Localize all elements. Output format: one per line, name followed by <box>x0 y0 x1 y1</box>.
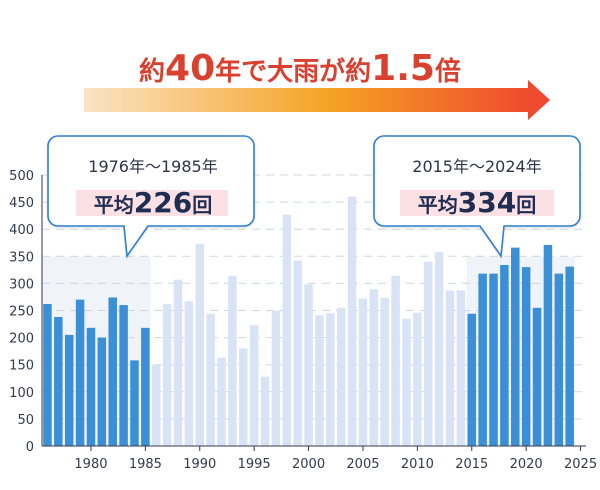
bar-2022 <box>543 244 553 446</box>
bar-1990 <box>195 243 205 446</box>
bar-1978 <box>64 334 74 446</box>
callout-recent-range: 2015年〜2024年 <box>412 157 541 176</box>
x-tick-label-1980: 1980 <box>74 457 107 472</box>
bar-1995 <box>249 325 259 446</box>
headline-suffix: 倍 <box>435 56 461 87</box>
y-tick-label-50: 50 <box>17 413 34 428</box>
bar-2012 <box>434 251 444 446</box>
bar-1992 <box>217 357 226 446</box>
bar-2010 <box>413 312 422 446</box>
bar-2009 <box>402 318 411 446</box>
callout-early-avg-suffix: 回 <box>192 193 212 217</box>
y-tick-label-350: 350 <box>9 250 34 265</box>
bar-1976 <box>43 303 52 446</box>
x-tick-label-2010: 2010 <box>401 457 434 472</box>
bar-2016 <box>478 273 487 446</box>
bar-1997 <box>271 310 281 446</box>
callout-recent-highlight <box>400 190 554 216</box>
bar-1985 <box>141 327 150 446</box>
callout-recent-avg-value: 334 <box>458 186 516 219</box>
bar-2013 <box>445 290 455 446</box>
y-tick-label-400: 400 <box>9 223 34 238</box>
bar-1977 <box>54 317 63 446</box>
y-tick-label-300: 300 <box>9 277 34 292</box>
callout-recent: 2015年〜2024年 平均334回 <box>373 135 581 259</box>
bar-2011 <box>423 261 433 446</box>
bar-1986 <box>151 364 161 446</box>
arrow-head <box>528 80 550 120</box>
callout-early-avg-prefix: 平均 <box>94 193 134 217</box>
bar-2003 <box>336 307 346 446</box>
bar-1996 <box>260 376 270 446</box>
callout-early-avg-value: 226 <box>134 186 192 219</box>
bar-1999 <box>293 260 302 446</box>
x-tick-label-1990: 1990 <box>183 457 216 472</box>
bar-2006 <box>369 289 379 446</box>
bar-1987 <box>162 303 172 446</box>
bar-1994 <box>239 348 248 446</box>
bar-2002 <box>326 313 335 446</box>
bar-1988 <box>173 279 183 446</box>
bar-1979 <box>75 299 85 446</box>
y-tick-label-500: 500 <box>9 169 34 184</box>
headline: 約40年で大雨が約1.5倍 <box>139 48 461 89</box>
callout-recent-avg-prefix: 平均 <box>418 193 458 217</box>
bar-2024 <box>565 266 574 446</box>
svg-text:平均334回: 平均334回 <box>418 186 536 219</box>
arrow-shaft <box>84 88 530 112</box>
bar-2015 <box>467 313 477 446</box>
bar-2004 <box>347 196 357 446</box>
bar-2017 <box>489 273 498 446</box>
x-tick-label-1995: 1995 <box>238 457 271 472</box>
callout-early: 1976年〜1985年 平均226回 <box>47 135 255 259</box>
bar-2021 <box>532 307 542 446</box>
bar-2020 <box>521 267 531 446</box>
y-tick-label-0: 0 <box>26 440 34 455</box>
headline-num1: 40 <box>165 48 215 89</box>
axes: 0 50 100 150 200 250 300 350 400 450 500 1980 1985 19… <box>9 169 597 472</box>
x-tick-label-2025: 2025 <box>564 457 597 472</box>
y-tick-label-150: 150 <box>9 359 34 374</box>
svg-text:約40年で大雨が約1.5倍: 約40年で大雨が約1.5倍 <box>139 48 461 89</box>
bar-2008 <box>391 275 400 446</box>
bar-1993 <box>228 275 237 446</box>
x-tick-label-2005: 2005 <box>346 457 379 472</box>
y-tick-label-450: 450 <box>9 196 34 211</box>
bar-1991 <box>206 313 215 446</box>
bars <box>43 196 574 446</box>
bar-2005 <box>358 298 368 446</box>
y-tick-label-200: 200 <box>9 332 34 347</box>
bar-1982 <box>108 297 117 446</box>
y-tick-label-100: 100 <box>9 386 34 401</box>
bar-2018 <box>500 264 509 446</box>
x-tick-label-2020: 2020 <box>510 457 543 472</box>
headline-mid: 年で大雨が約 <box>215 56 371 87</box>
y-tick-label-250: 250 <box>9 305 34 320</box>
bar-2019 <box>511 247 520 446</box>
bar-2000 <box>304 284 313 446</box>
bar-1984 <box>130 360 139 446</box>
x-tick-label-2000: 2000 <box>292 457 325 472</box>
bar-2001 <box>315 315 324 446</box>
headline-num2: 1.5 <box>371 48 435 89</box>
callout-early-highlight <box>76 190 228 216</box>
trend-arrow <box>84 80 550 120</box>
bar-1980 <box>86 327 96 446</box>
bar-2007 <box>380 298 389 446</box>
bar-1998 <box>282 214 292 446</box>
x-tick-label-2015: 2015 <box>455 457 488 472</box>
bar-1981 <box>97 337 107 446</box>
bar-1989 <box>184 301 194 446</box>
callout-early-range: 1976年〜1985年 <box>88 157 217 176</box>
callout-recent-avg-suffix: 回 <box>516 193 536 217</box>
svg-text:平均226回: 平均226回 <box>94 186 212 219</box>
headline-prefix: 約 <box>139 56 165 87</box>
bar-2023 <box>554 273 564 446</box>
x-tick-label-1985: 1985 <box>129 457 162 472</box>
bar-1983 <box>119 305 128 446</box>
bar-2014 <box>456 290 466 446</box>
